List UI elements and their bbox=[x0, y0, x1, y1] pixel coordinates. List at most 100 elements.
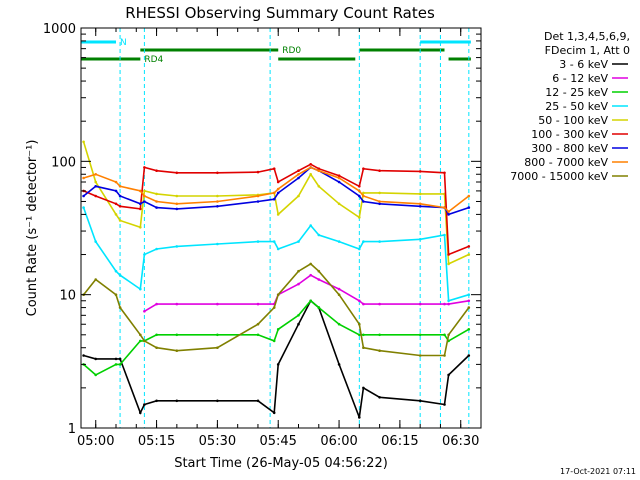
x-tick-label: 06:00 bbox=[320, 434, 357, 449]
data-point bbox=[362, 333, 365, 337]
legend-header: FDecim 1, Att 0 bbox=[545, 44, 630, 57]
data-point bbox=[256, 194, 260, 198]
data-point bbox=[309, 273, 313, 277]
data-point bbox=[272, 411, 276, 415]
data-point bbox=[155, 169, 158, 172]
data-point bbox=[82, 354, 85, 357]
data-point bbox=[467, 328, 471, 331]
legend-entry-label: 25 - 50 keV bbox=[545, 100, 608, 113]
data-point bbox=[276, 293, 280, 297]
data-point bbox=[337, 240, 341, 243]
data-point bbox=[155, 206, 158, 209]
data-point bbox=[443, 206, 446, 209]
data-point bbox=[118, 306, 122, 309]
data-point bbox=[272, 240, 276, 243]
data-point bbox=[118, 185, 122, 188]
flag-label: RD0 bbox=[282, 46, 301, 56]
data-point bbox=[337, 202, 341, 206]
data-point bbox=[447, 299, 450, 303]
legend-entry-label: 100 - 300 keV bbox=[531, 128, 608, 141]
flag-label: N bbox=[120, 38, 127, 48]
data-point bbox=[118, 363, 122, 366]
data-point bbox=[256, 333, 260, 337]
legend-entry-label: 6 - 12 keV bbox=[552, 72, 608, 85]
data-point bbox=[443, 354, 446, 357]
data-point bbox=[143, 189, 146, 193]
data-point bbox=[143, 166, 146, 169]
data-point bbox=[175, 302, 179, 306]
data-point bbox=[155, 302, 158, 306]
data-point bbox=[418, 399, 422, 403]
data-point bbox=[297, 169, 300, 172]
data-point bbox=[337, 363, 341, 366]
data-point bbox=[337, 293, 341, 297]
data-point bbox=[82, 194, 85, 198]
data-point bbox=[155, 333, 158, 337]
plot-frame bbox=[80, 27, 482, 429]
night-marker-layer bbox=[119, 28, 470, 428]
x-axis-label: Start Time (26-May-05 04:56:22) bbox=[174, 456, 388, 471]
data-point bbox=[447, 373, 450, 377]
data-point bbox=[118, 205, 122, 208]
data-point bbox=[358, 189, 361, 193]
data-point bbox=[155, 200, 158, 203]
data-point bbox=[418, 170, 422, 173]
x-tick-label: 06:15 bbox=[381, 434, 418, 449]
data-point bbox=[362, 167, 365, 170]
data-point bbox=[256, 240, 260, 243]
data-point bbox=[362, 386, 365, 390]
data-point bbox=[94, 373, 97, 377]
data-point bbox=[418, 354, 422, 357]
data-point bbox=[256, 200, 260, 203]
data-point bbox=[143, 339, 146, 343]
data-point bbox=[378, 240, 381, 243]
data-point bbox=[358, 247, 361, 251]
data-point bbox=[139, 339, 142, 343]
data-point bbox=[418, 205, 422, 208]
legend-entry-label: 800 - 7000 keV bbox=[524, 156, 608, 169]
data-point bbox=[297, 194, 300, 198]
data-point bbox=[82, 206, 85, 209]
data-point bbox=[139, 189, 142, 193]
x-tick-label: 05:30 bbox=[199, 434, 236, 449]
data-point bbox=[276, 213, 280, 216]
data-point bbox=[118, 357, 122, 361]
legend-entry-label: 3 - 6 keV bbox=[559, 58, 608, 71]
data-point bbox=[378, 396, 381, 399]
legend: Det 1,3,4,5,6,9,FDecim 1, Att 03 - 6 keV… bbox=[510, 30, 630, 183]
data-point bbox=[358, 194, 361, 198]
data-point bbox=[418, 238, 422, 241]
data-point bbox=[362, 302, 365, 306]
legend-entry-label: 50 - 100 keV bbox=[538, 114, 608, 127]
data-point bbox=[443, 333, 446, 337]
data-point bbox=[118, 194, 122, 198]
data-point bbox=[443, 233, 446, 237]
data-point bbox=[467, 245, 471, 248]
data-point bbox=[272, 339, 276, 343]
data-point bbox=[272, 197, 276, 201]
data-point bbox=[155, 399, 158, 403]
data-point bbox=[467, 354, 471, 357]
data-point bbox=[418, 302, 422, 306]
chart-title: RHESSI Observing Summary Count Rates bbox=[125, 4, 435, 22]
data-point bbox=[358, 185, 361, 188]
data-point bbox=[139, 207, 142, 211]
data-point bbox=[362, 191, 365, 195]
data-point bbox=[362, 194, 365, 198]
data-point bbox=[155, 346, 158, 350]
data-point bbox=[297, 240, 300, 243]
y-tick-label: 10 bbox=[59, 289, 76, 304]
data-point bbox=[378, 191, 381, 195]
data-point bbox=[467, 194, 471, 198]
data-point bbox=[114, 189, 118, 193]
data-point bbox=[467, 206, 471, 209]
data-point bbox=[317, 269, 321, 273]
data-point bbox=[256, 170, 260, 174]
data-point bbox=[358, 216, 361, 219]
data-point bbox=[82, 140, 85, 144]
flag-layer: N RD0 RD4 bbox=[81, 38, 471, 65]
data-point bbox=[82, 176, 85, 180]
data-point bbox=[175, 194, 179, 198]
data-point bbox=[139, 411, 142, 415]
